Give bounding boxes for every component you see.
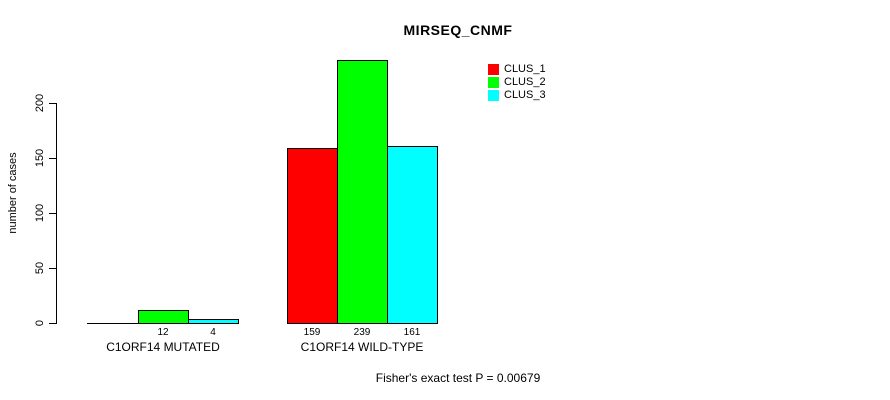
legend-swatch-clus_1 [488, 64, 499, 75]
legend-item-clus_1: CLUS_1 [488, 63, 546, 76]
bar-clus_2-wildtype [337, 60, 388, 324]
y-tick [49, 103, 56, 104]
legend-label: CLUS_2 [504, 76, 546, 88]
y-tick-label: 100 [34, 203, 46, 223]
legend-swatch-clus_2 [488, 77, 499, 88]
category-label: C1ORF14 WILD-TYPE [300, 340, 424, 354]
bar-clus_3-mutated [188, 319, 239, 324]
legend-label: CLUS_1 [504, 63, 546, 75]
y-axis [56, 103, 57, 324]
y-tick [49, 268, 56, 269]
chart-title: MIRSEQ_CNMF [403, 22, 513, 38]
bar-value-label: 239 [353, 327, 371, 338]
bar-value-label: 12 [157, 327, 169, 338]
category-label: C1ORF14 MUTATED [106, 340, 220, 354]
y-tick-label: 150 [34, 148, 46, 168]
y-axis-label: number of cases [7, 152, 19, 234]
bar-value-label: 4 [210, 327, 216, 338]
legend-item-clus_3: CLUS_3 [488, 89, 546, 102]
legend-swatch-clus_3 [488, 90, 499, 101]
y-tick [49, 213, 56, 214]
legend-label: CLUS_3 [504, 89, 546, 101]
bar-clus_2-mutated [138, 310, 189, 324]
legend-item-clus_2: CLUS_2 [488, 76, 546, 89]
bar-value-label: 161 [403, 327, 421, 338]
y-tick-label: 200 [34, 93, 46, 113]
y-tick [49, 323, 56, 324]
y-tick-label: 50 [34, 261, 46, 275]
bar-clus_1-wildtype [287, 148, 338, 324]
bar-clus_1-zero [87, 323, 138, 324]
legend: CLUS_1 CLUS_2 CLUS_3 [488, 63, 546, 102]
y-tick [49, 158, 56, 159]
bar-value-label: 159 [303, 327, 321, 338]
bar-clus_3-wildtype [387, 146, 438, 324]
fisher-test-annotation: Fisher's exact test P = 0.00679 [375, 371, 541, 385]
y-tick-label: 0 [34, 319, 46, 327]
